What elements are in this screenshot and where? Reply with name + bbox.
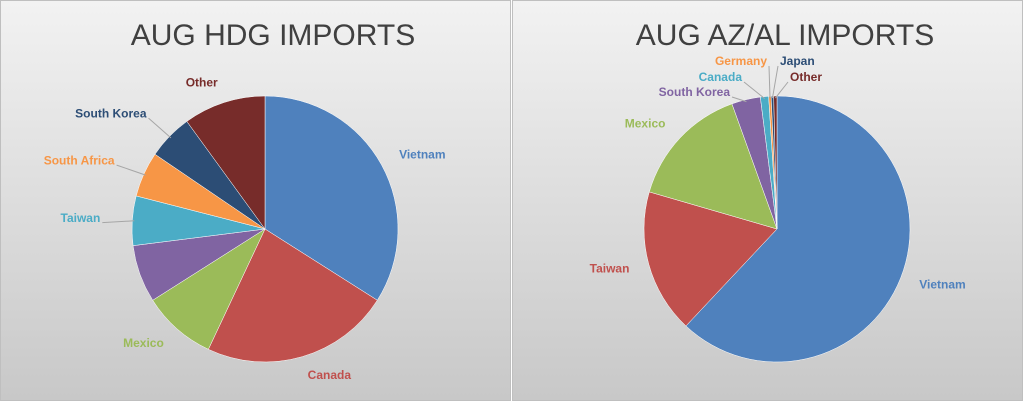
slice-label: Canada [308, 368, 352, 382]
slice-label: South Korea [75, 106, 147, 120]
chart-title: AUG AZ/AL IMPORTS [636, 19, 934, 52]
pie-slice [643, 191, 778, 327]
slice-label: Other [186, 76, 218, 90]
slice-label: South Africa [44, 153, 115, 167]
slice-label: Mexico [123, 336, 164, 350]
leader-line [102, 220, 135, 224]
pie-slice [208, 228, 378, 363]
pie-slice [264, 95, 399, 301]
slice-label: Canada [699, 70, 743, 84]
pie-slice [186, 95, 266, 230]
pie-slice [648, 103, 778, 230]
slice-label: Japan [780, 54, 815, 68]
slice-label: Taiwan [590, 262, 630, 276]
pie-slice [685, 95, 911, 363]
slice-label: Germany [715, 54, 767, 68]
slice-label: Other [790, 70, 822, 84]
slice-label: Mexico [625, 116, 666, 130]
leader-line [774, 81, 789, 99]
leader-line [771, 65, 779, 99]
slice-label: Taiwan [61, 211, 101, 225]
slice-label: South Korea [659, 85, 731, 99]
slice-label: Vietnam [919, 277, 965, 291]
slice-label: Vietnam [399, 147, 445, 161]
leader-line [731, 96, 747, 103]
chart-title: AUG HDG IMPORTS [131, 19, 415, 52]
leader-line [148, 117, 172, 139]
leader-line [743, 81, 765, 99]
leader-line [768, 65, 771, 99]
leader-line [116, 164, 146, 176]
